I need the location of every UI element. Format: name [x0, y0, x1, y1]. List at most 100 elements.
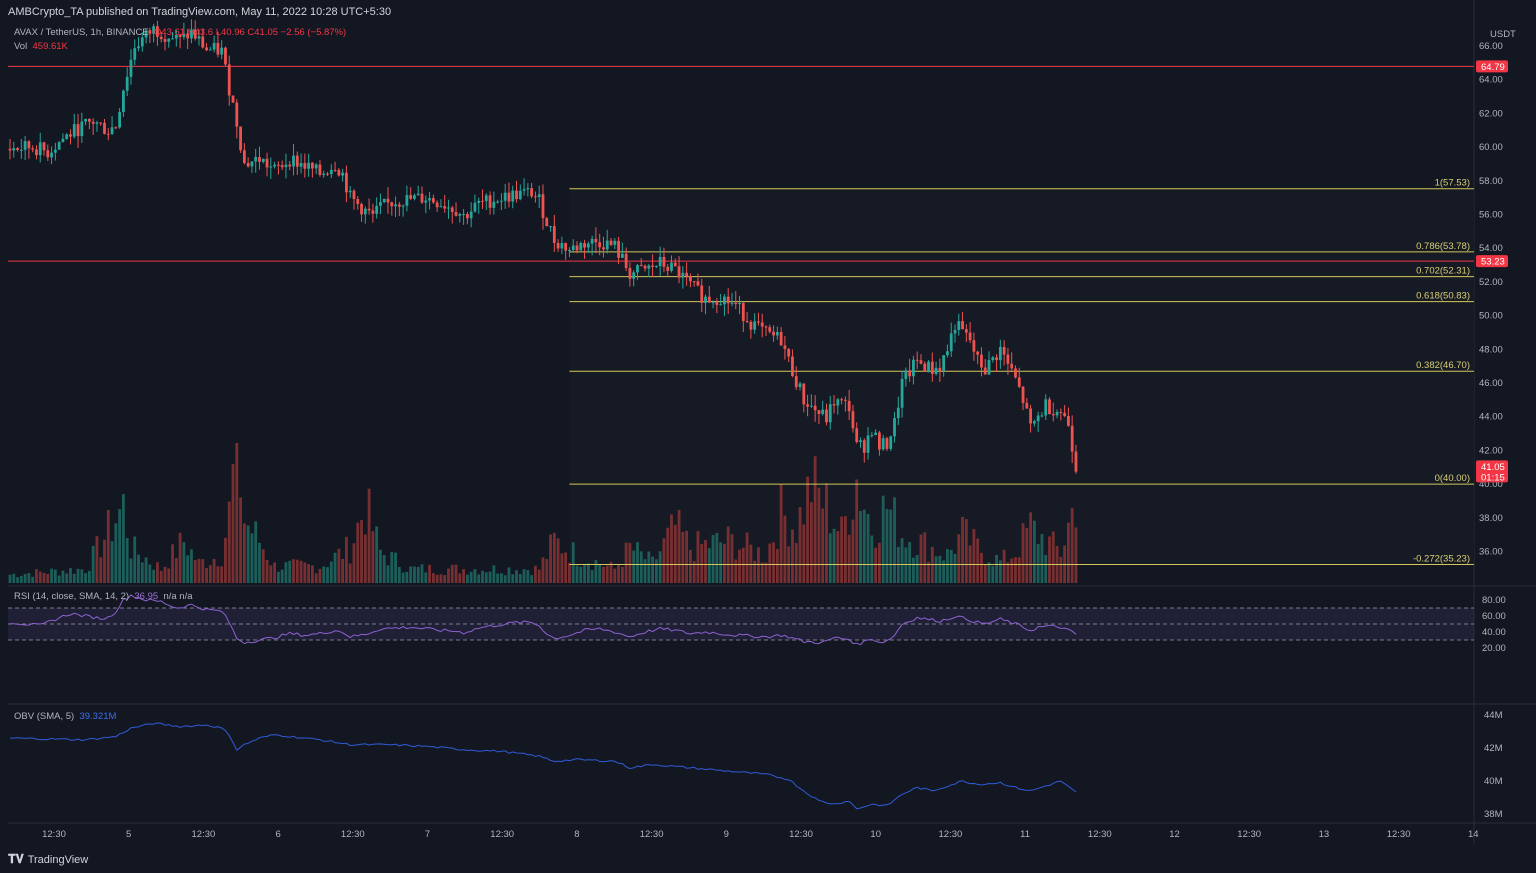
candle-body [276, 164, 280, 166]
volume-bar [458, 573, 462, 583]
candle-body [420, 193, 424, 203]
candle-body [647, 265, 651, 269]
candle-body [692, 281, 696, 283]
volume-bar [620, 566, 624, 583]
price-tick: 54.00 [1479, 243, 1503, 254]
volume-bar [530, 575, 534, 583]
candle-body [382, 198, 386, 203]
volume-bar [1070, 508, 1074, 583]
candle-body [390, 202, 394, 207]
candle-body [500, 200, 503, 202]
volume-bar [261, 549, 265, 583]
candle-body [447, 207, 450, 209]
candle-body [685, 272, 689, 277]
volume-label: Vol [14, 41, 28, 52]
volume-bar [681, 531, 685, 583]
volume-bar [178, 532, 182, 583]
volume-bar [12, 573, 16, 583]
candle-body [927, 361, 930, 372]
volume-bar [1044, 554, 1048, 583]
candle-body [995, 357, 998, 361]
time-tick: 14 [1468, 829, 1479, 840]
volume-bar [273, 562, 276, 583]
volume-bar [594, 560, 598, 583]
candle-body [840, 399, 843, 401]
volume-bar [1051, 531, 1055, 583]
volume-bar [205, 567, 208, 583]
obv-tick: 42M [1484, 743, 1503, 754]
volume-bar [345, 536, 348, 583]
volume-bar [828, 533, 832, 583]
candle-body [106, 133, 110, 135]
time-tick: 12:30 [1237, 829, 1261, 840]
volume-bar [666, 527, 670, 583]
candle-body [91, 121, 95, 124]
volume-bar [246, 525, 250, 583]
volume-bar [409, 566, 413, 583]
volume-bar [125, 538, 129, 583]
candle-body [515, 190, 518, 200]
candle-body [224, 47, 227, 65]
candle-body [329, 169, 333, 175]
candle-body [8, 148, 12, 151]
candle-body [946, 351, 949, 356]
candle-body [636, 265, 639, 273]
candle-body [715, 302, 719, 305]
candle-body [216, 42, 220, 55]
candle-body [1063, 412, 1067, 416]
symbol-label[interactable]: AVAX / TetherUS, 1h, BINANCE [14, 27, 149, 38]
volume-bar [757, 547, 760, 583]
candle-body [303, 163, 307, 169]
volume-bar [783, 515, 787, 583]
volume-bar [231, 464, 235, 583]
obv-label[interactable]: OBV (SMA, 5) [14, 711, 75, 722]
candle-body [454, 212, 458, 216]
volume-bar [1032, 520, 1036, 583]
volume-bar [741, 547, 745, 583]
volume-bar [878, 542, 881, 583]
volume-bar [322, 566, 326, 583]
candle-body [273, 164, 276, 167]
candle-body [639, 265, 643, 267]
candle-body [103, 122, 106, 134]
volume-bar [167, 568, 171, 583]
candle-body [878, 432, 881, 450]
countdown-label: 01:15 [1481, 472, 1505, 483]
candle-body [144, 30, 148, 38]
volume-bar [564, 552, 568, 583]
price-tick: 60.00 [1479, 142, 1503, 153]
candle-body [409, 195, 413, 199]
volume-bar [76, 568, 80, 583]
candle-body [843, 399, 847, 401]
volume-bar [1021, 523, 1025, 583]
candle-body [991, 357, 995, 360]
candle-body [583, 243, 586, 248]
volume-bar [881, 495, 885, 583]
volume-bar [1036, 543, 1040, 583]
volume-bar [715, 532, 719, 583]
volume-bar [813, 456, 817, 583]
volume-bar [772, 542, 775, 583]
volume-bar [242, 523, 246, 583]
volume-bar [35, 569, 38, 583]
volume-bar [1029, 512, 1032, 583]
volume-bar [711, 534, 715, 583]
volume-bar [545, 559, 549, 583]
candle-body [530, 188, 534, 197]
candle-body [318, 164, 322, 175]
rsi-label[interactable]: RSI (14, close, SMA, 14, 2) [14, 591, 130, 602]
candle-body [148, 30, 152, 34]
candle-body [881, 438, 885, 450]
candle-body [825, 409, 828, 423]
candle-body [643, 265, 647, 269]
candle-body [730, 302, 734, 304]
volume-bar [69, 568, 72, 583]
candle-body [874, 432, 878, 436]
candle-body [885, 438, 889, 449]
candle-body [87, 118, 91, 122]
volume-bar [1010, 558, 1014, 583]
candle-body [628, 267, 632, 279]
volume-bar [1048, 536, 1051, 583]
candle-body [775, 332, 779, 336]
